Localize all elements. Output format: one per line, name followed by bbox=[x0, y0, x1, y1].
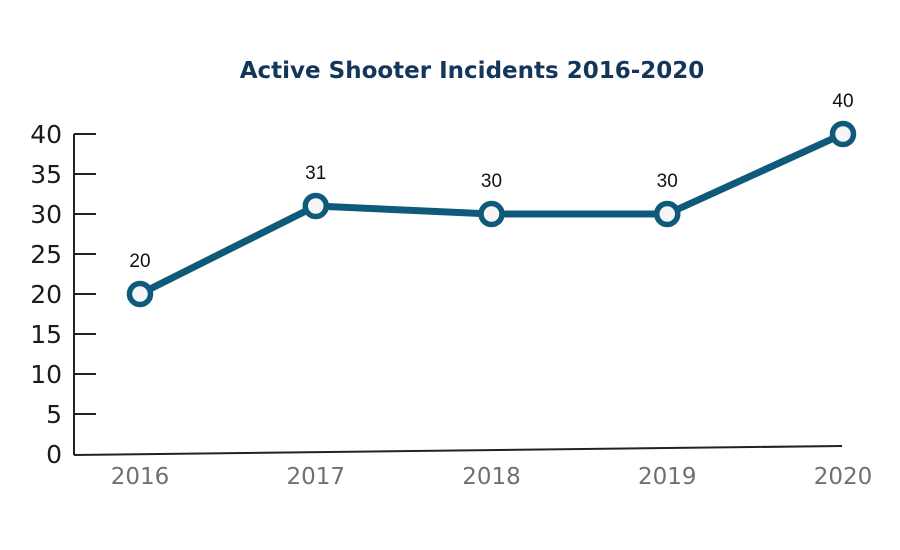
y-tick-label: 20 bbox=[30, 280, 62, 309]
data-label: 30 bbox=[481, 171, 502, 192]
x-axis-line bbox=[73, 445, 843, 456]
data-label: 20 bbox=[129, 251, 150, 272]
y-tick-label: 40 bbox=[30, 120, 62, 149]
data-label: 30 bbox=[657, 171, 678, 192]
x-tick-label: 2020 bbox=[814, 464, 873, 490]
x-tick-label: 2019 bbox=[638, 464, 697, 490]
x-axis: 2016 2017 2018 2019 2020 bbox=[73, 445, 873, 490]
data-labels-group: 20 31 30 30 40 bbox=[129, 91, 853, 272]
x-tick-label: 2017 bbox=[286, 464, 345, 490]
chart-title: Active Shooter Incidents 2016-2020 bbox=[240, 58, 705, 84]
x-tick-label: 2016 bbox=[111, 464, 170, 490]
data-point-marker bbox=[478, 200, 505, 228]
data-label: 31 bbox=[305, 163, 326, 184]
data-point-marker bbox=[654, 200, 681, 228]
y-tick-label: 25 bbox=[30, 240, 62, 269]
y-tick-label: 10 bbox=[30, 360, 62, 389]
y-tick-label: 5 bbox=[46, 400, 62, 429]
y-tick-label: 35 bbox=[30, 160, 62, 189]
y-tick-label: 30 bbox=[30, 200, 62, 229]
data-point-marker bbox=[829, 120, 857, 148]
y-tick-label: 0 bbox=[46, 440, 62, 469]
series-group bbox=[126, 120, 857, 308]
data-point-marker bbox=[126, 280, 154, 308]
data-point-marker bbox=[302, 192, 329, 220]
data-label: 40 bbox=[832, 91, 853, 112]
y-tick-label: 15 bbox=[30, 320, 62, 349]
y-axis: 0 5 10 15 20 25 30 35 40 bbox=[30, 120, 96, 469]
x-tick-label: 2018 bbox=[462, 464, 521, 490]
